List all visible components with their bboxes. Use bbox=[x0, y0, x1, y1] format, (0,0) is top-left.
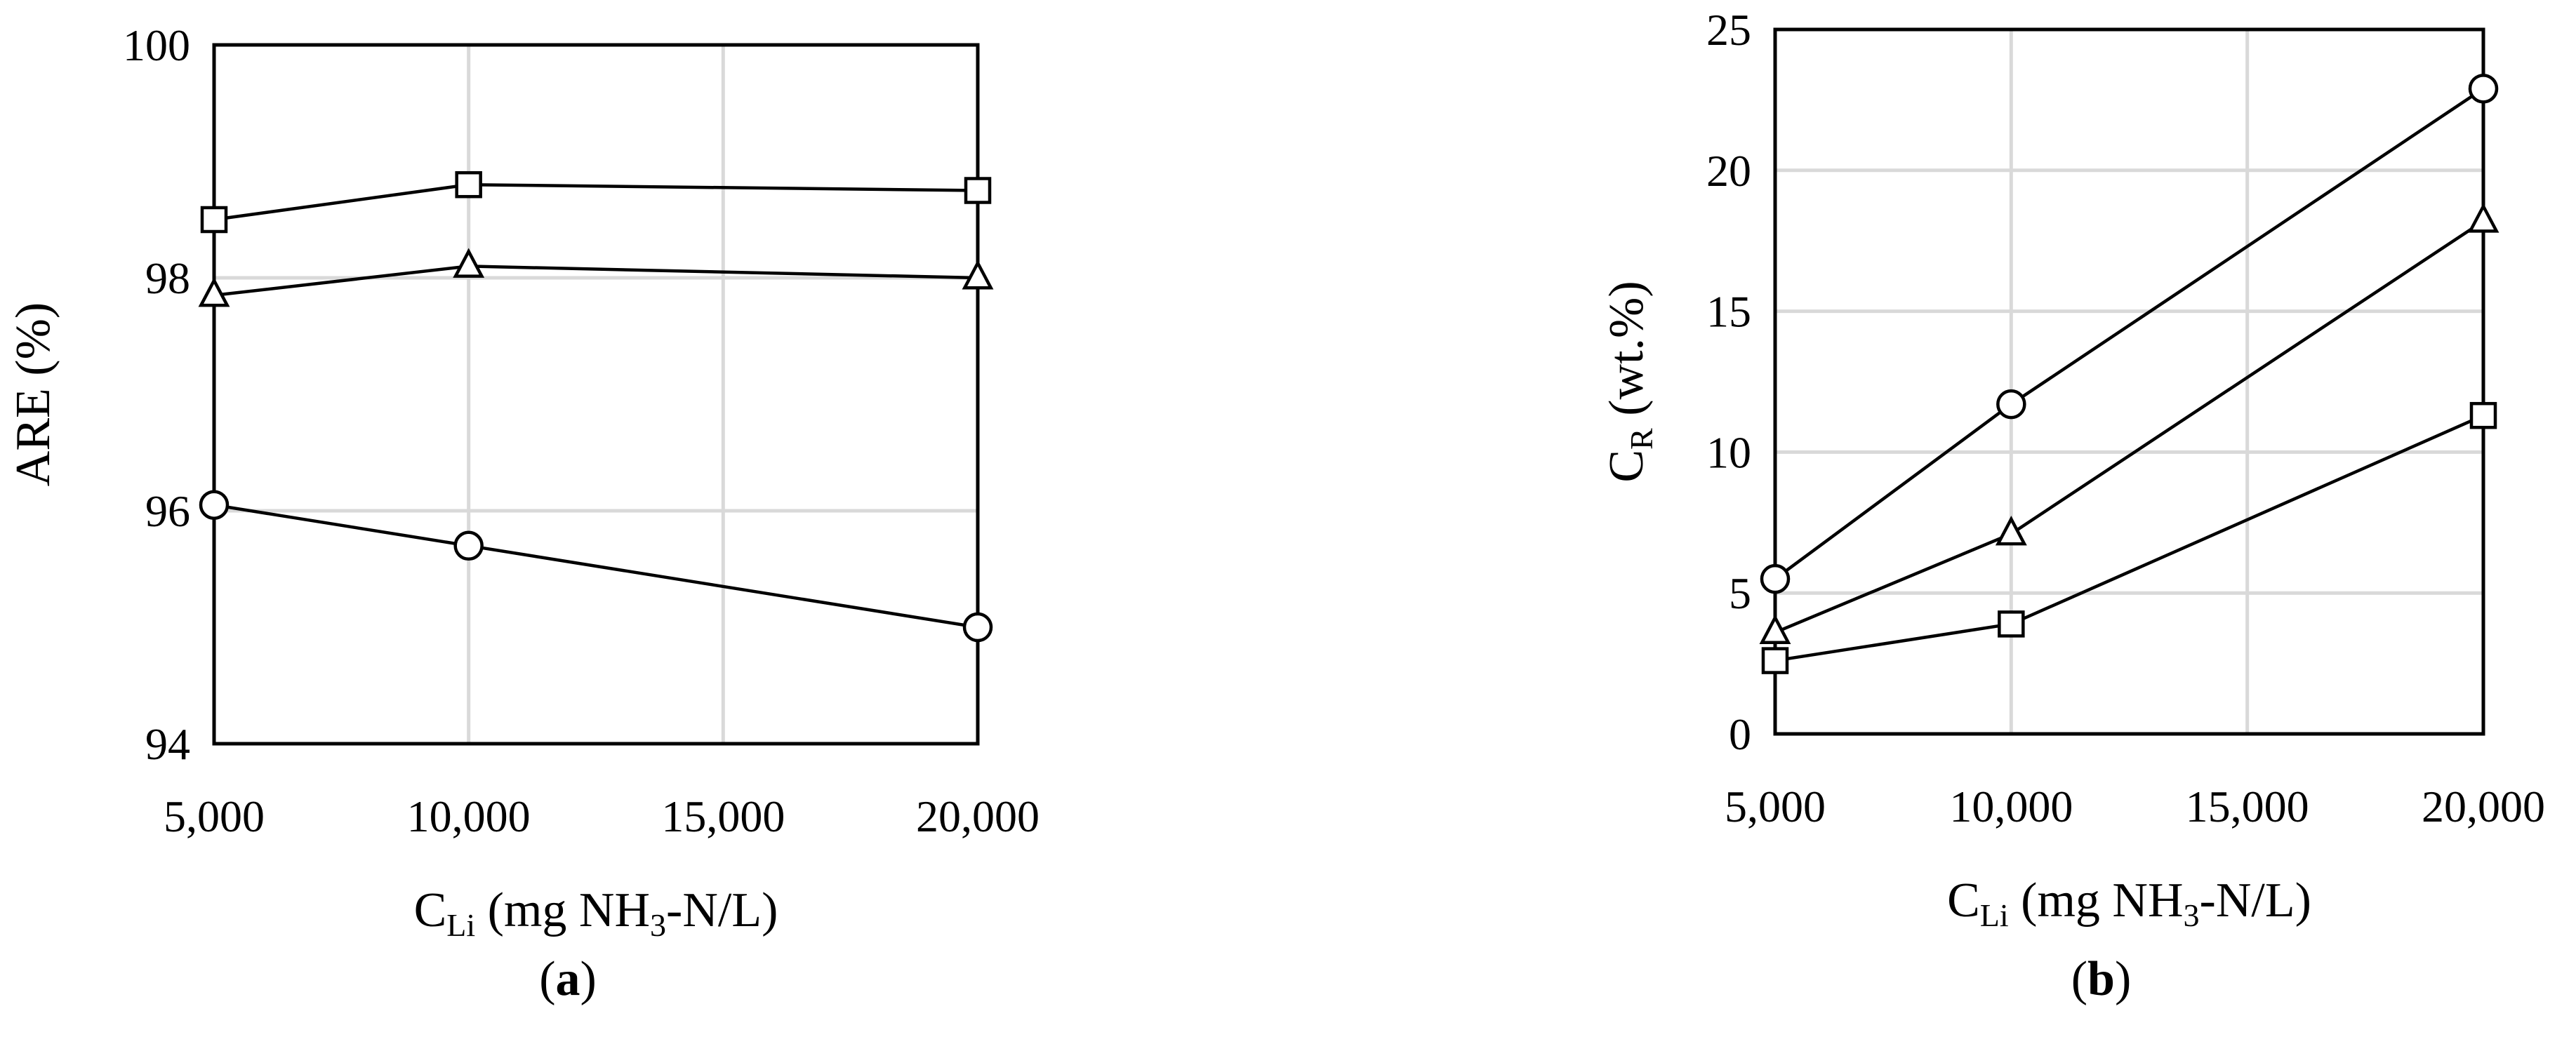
y-tick-label: 98 bbox=[145, 253, 190, 303]
series-square bbox=[200, 170, 992, 234]
series-circle bbox=[1760, 74, 2499, 594]
data-point-square bbox=[2469, 401, 2497, 429]
data-point-triangle bbox=[962, 260, 994, 290]
x-tick-label: 5,000 bbox=[164, 791, 265, 841]
y-axis-label: ARE (%) bbox=[6, 302, 60, 486]
panel-label: (a) bbox=[539, 952, 597, 1006]
x-axis-label: CLi (mg NH3-N/L) bbox=[1947, 874, 2311, 933]
gridlines bbox=[212, 43, 980, 746]
data-point-circle bbox=[1996, 389, 2026, 420]
series-triangle bbox=[198, 248, 994, 307]
chart-panel-b: 0 5 10 15 20 25 5,000 10,000 15,000 20,000 CLi (mg… bbox=[1600, 5, 2545, 1006]
y-tick-label: 15 bbox=[1706, 287, 1751, 337]
series-line bbox=[1774, 87, 2485, 580]
y-tick-label: 20 bbox=[1706, 146, 1751, 196]
y-tick-label: 10 bbox=[1706, 427, 1751, 477]
data-point-triangle bbox=[453, 248, 485, 278]
y-tick-label: 94 bbox=[145, 719, 190, 769]
series-square bbox=[1761, 401, 2497, 674]
series-line bbox=[213, 265, 978, 297]
x-tick-label: 5,000 bbox=[1725, 782, 1826, 831]
data-point-triangle bbox=[1759, 614, 1791, 644]
series-triangle bbox=[1759, 203, 2499, 644]
y-tick-label: 0 bbox=[1729, 709, 1751, 759]
series-circle bbox=[199, 490, 993, 643]
data-point-square bbox=[1998, 610, 2025, 638]
plot-frame bbox=[1773, 27, 2485, 736]
data-point-square bbox=[1761, 647, 1789, 674]
x-tick-label: 10,000 bbox=[407, 791, 531, 841]
x-tick-label: 20,000 bbox=[916, 791, 1040, 841]
x-tick-label: 15,000 bbox=[2186, 782, 2309, 831]
data-point-circle bbox=[453, 530, 484, 561]
y-tick-label: 100 bbox=[123, 20, 190, 70]
gridlines bbox=[1773, 27, 2485, 736]
data-point-triangle bbox=[2467, 203, 2499, 233]
data-point-triangle bbox=[198, 277, 230, 307]
data-point-circle bbox=[962, 612, 993, 643]
data-point-circle bbox=[199, 490, 230, 520]
x-axis-label: CLi (mg NH3-N/L) bbox=[414, 883, 778, 943]
x-tick-label: 10,000 bbox=[1949, 782, 2073, 831]
data-point-circle bbox=[2468, 74, 2499, 104]
plot-frame bbox=[212, 43, 980, 746]
data-point-circle bbox=[1760, 563, 1791, 594]
x-tick-label: 20,000 bbox=[2422, 782, 2545, 831]
series-line bbox=[213, 182, 978, 222]
data-point-triangle bbox=[1995, 515, 2027, 546]
series-line bbox=[213, 503, 978, 629]
x-tick-label: 15,000 bbox=[661, 791, 785, 841]
data-point-square bbox=[455, 170, 482, 199]
data-point-square bbox=[200, 206, 228, 234]
y-tick-label: 25 bbox=[1706, 5, 1751, 55]
data-point-square bbox=[964, 177, 992, 204]
y-tick-label: 5 bbox=[1729, 568, 1751, 618]
y-tick-label: 96 bbox=[145, 486, 190, 536]
y-axis-label: CR (wt.%) bbox=[1600, 281, 1659, 482]
chart-panel-a: 94 96 98 100 5,000 10,000 15,000 20,000 CLi (mg … bbox=[6, 20, 1040, 1006]
panel-label: (b) bbox=[2071, 952, 2132, 1006]
